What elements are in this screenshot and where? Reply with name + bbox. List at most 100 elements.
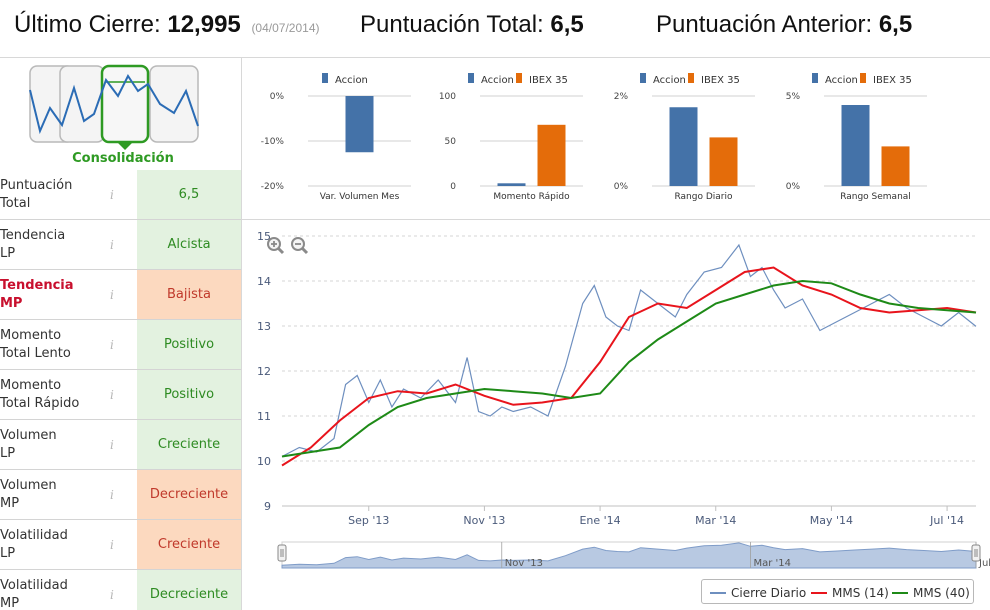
indicator-label-line1: Momento — [0, 378, 62, 393]
navigator-label: Mar '14 — [753, 558, 791, 569]
navigator-handle-body — [971, 544, 981, 562]
mini-y-tick: 2% — [614, 92, 629, 102]
mini-legend-label: Accion — [335, 75, 368, 86]
indicator-value: Bajista — [137, 270, 241, 319]
indicator-row: Volumen MP i Decreciente — [0, 470, 241, 520]
mini-legend-label: IBEX 35 — [701, 75, 740, 86]
indicator-label-line2: LP — [0, 546, 16, 561]
mini-chart-rango-semanal: Accion IBEX 35 5% 0% Rango Semanal — [786, 73, 927, 202]
y-axis-tick: 10 — [257, 455, 271, 468]
series-line-1 — [281, 266, 977, 467]
zoom-in-icon — [267, 237, 285, 255]
indicator-label-line1: Tendencia — [0, 278, 74, 293]
y-axis-tick: 12 — [257, 365, 271, 378]
mini-y-tick: -10% — [261, 137, 285, 147]
mini-y-tick: 0% — [614, 182, 629, 192]
navigator-label: Jul — [978, 558, 990, 569]
legend-swatch-mms14 — [811, 591, 827, 594]
indicator-label: Puntuación Total — [0, 177, 105, 213]
navigator-handle[interactable] — [277, 544, 287, 562]
x-axis-tick: Sep '13 — [348, 514, 389, 527]
price-chart[interactable]: 15 14 13 12 11 10 9 Sep '13 Nov '13 Ene '14 Mar '1… — [242, 222, 990, 578]
navigator-handle-body — [277, 544, 287, 562]
mini-bar — [537, 124, 566, 186]
mini-legend-swatch — [640, 73, 646, 83]
mini-chart-var-volumen: Accion 0% -10% -20% Var. Volumen Mes — [261, 73, 411, 202]
mini-legend-swatch — [812, 73, 818, 83]
header-divider — [0, 57, 990, 58]
legend-label-mms40: MMS (40) — [913, 586, 970, 600]
indicator-value: Decreciente — [137, 570, 241, 610]
info-icon[interactable]: i — [110, 438, 114, 452]
indicator-value: Positivo — [137, 370, 241, 419]
navigator-area — [281, 542, 977, 569]
pattern-label: Consolidación — [72, 151, 174, 166]
mini-chart-title: Momento Rápido — [493, 192, 570, 202]
indicator-label-line1: Volumen — [0, 428, 57, 443]
legend-cierre-diario[interactable]: Cierre Diario — [710, 586, 806, 600]
mini-legend-swatch — [468, 73, 474, 83]
y-axis-tick: 9 — [264, 500, 271, 513]
mini-legend-label: Accion — [653, 75, 686, 86]
indicator-rows: Puntuación Total i 6,5 Tendencia LP i Alcista Te… — [0, 170, 241, 610]
mini-bar — [841, 105, 870, 186]
info-icon[interactable]: i — [110, 338, 114, 352]
mini-y-tick: 5% — [786, 92, 801, 102]
indicator-label-line2: MP — [0, 596, 20, 610]
zoom-out-button[interactable] — [290, 236, 310, 261]
indicator-label-line1: Volatilidad — [0, 578, 68, 593]
legend-swatch-mms40 — [892, 591, 908, 594]
info-icon[interactable]: i — [110, 238, 114, 252]
indicator-label: Volatilidad MP — [0, 577, 105, 610]
mini-bar — [345, 96, 374, 153]
x-axis-tick: Jul '14 — [929, 514, 964, 527]
legend-label-cierre: Cierre Diario — [731, 586, 807, 600]
indicator-row: Momento Total Lento i Positivo — [0, 320, 241, 370]
mini-y-tick: 0 — [450, 182, 456, 192]
mini-bar — [709, 137, 738, 186]
mini-legend-label: IBEX 35 — [529, 75, 568, 86]
mini-chart-title: Rango Semanal — [840, 192, 911, 202]
left-panel-divider — [241, 58, 242, 610]
info-icon[interactable]: i — [110, 288, 114, 302]
mini-legend-swatch — [322, 73, 328, 83]
legend-mms-40[interactable]: MMS (40) — [892, 586, 970, 600]
indicator-value: Decreciente — [137, 470, 241, 519]
indicator-label: Tendencia MP — [0, 277, 105, 313]
indicator-row: Tendencia MP i Bajista — [0, 270, 241, 320]
info-icon[interactable]: i — [110, 538, 114, 552]
indicator-label: Volumen LP — [0, 427, 105, 463]
mini-bar — [669, 107, 698, 186]
y-axis-tick: 15 — [257, 230, 271, 243]
info-icon[interactable]: i — [110, 488, 114, 502]
zoom-out-icon — [291, 237, 309, 255]
indicator-label-line2: Total Lento — [0, 346, 71, 361]
puntuacion-total-value: 6,5 — [550, 11, 584, 38]
ultimo-cierre-date: (04/07/2014) — [251, 21, 320, 35]
legend-mms-14[interactable]: MMS (14) — [811, 586, 889, 600]
chart-legend: Cierre Diario MMS (14) MMS (40) — [701, 579, 974, 604]
mini-chart-title: Var. Volumen Mes — [320, 192, 400, 202]
indicator-value: Creciente — [137, 520, 241, 569]
navigator-handle[interactable] — [971, 544, 981, 562]
indicator-value: Positivo — [137, 320, 241, 369]
info-icon[interactable]: i — [110, 588, 114, 602]
indicator-label: Momento Total Rápido — [0, 377, 105, 413]
mini-y-tick: 50 — [445, 137, 457, 147]
indicator-label-line1: Tendencia — [0, 228, 66, 243]
indicator-row: Volatilidad MP i Decreciente — [0, 570, 241, 610]
mini-legend-swatch — [516, 73, 522, 83]
indicator-label-line2: Total Rápido — [0, 396, 80, 411]
indicator-label-line2: MP — [0, 296, 23, 311]
indicator-label: Volatilidad LP — [0, 527, 105, 563]
y-axis-tick: 11 — [257, 410, 271, 423]
mini-chart-rango-diario: Accion IBEX 35 2% 0% Rango Diario — [614, 73, 755, 202]
mini-legend-swatch — [860, 73, 866, 83]
x-axis-tick: Mar '14 — [695, 514, 736, 527]
zoom-in-button[interactable] — [266, 236, 286, 261]
info-icon[interactable]: i — [110, 388, 114, 402]
charts-divider — [242, 219, 990, 220]
ultimo-cierre-value: 12,995 — [167, 11, 241, 38]
indicator-label: Momento Total Lento — [0, 327, 105, 363]
info-icon[interactable]: i — [110, 188, 114, 202]
